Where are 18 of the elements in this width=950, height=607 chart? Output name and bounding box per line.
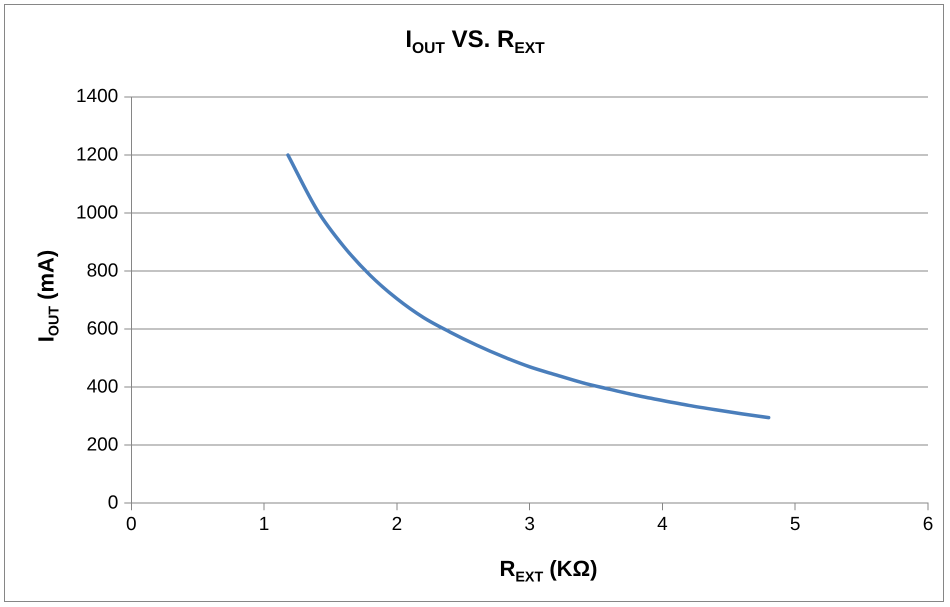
y-tick-label: 1200: [76, 144, 118, 166]
y-tick-label: 1400: [76, 86, 118, 108]
x-tick-label: 2: [392, 514, 402, 535]
y-tick-label: 600: [86, 318, 118, 340]
y-tick-label: 1000: [76, 202, 118, 224]
x-tick-label: 0: [126, 514, 137, 535]
x-tick-label: 6: [922, 514, 934, 535]
x-tick-label: 1: [258, 514, 270, 535]
x-tick-label: 4: [657, 514, 668, 535]
y-tick-label: 200: [86, 434, 118, 456]
x-tick-label: 5: [790, 514, 800, 535]
chart-title: I$_{OUT}$ VS. R$_{EXT}$: [404, 26, 546, 58]
line-series: [286, 153, 770, 420]
x-axis-title: R$_{EXT}$ (KΩ): [498, 556, 598, 586]
x-tick-label: 3: [524, 514, 535, 535]
y-tick-label: 400: [86, 376, 118, 398]
y-tick-label: 0: [108, 492, 118, 514]
y-tick-label: 800: [86, 260, 118, 282]
